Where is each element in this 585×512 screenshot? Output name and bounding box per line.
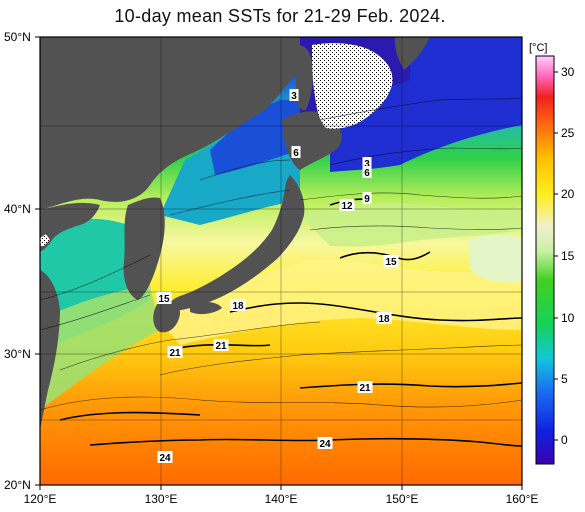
colorbar-tick-10: 10: [561, 311, 575, 325]
contour-label-box: [291, 146, 301, 158]
colorbar-tick-25: 25: [561, 126, 575, 140]
contour-label-text: 24: [319, 439, 331, 450]
china-coast-land: [40, 202, 100, 252]
contour-label-text: 18: [232, 301, 244, 312]
warm-tongue: [150, 259, 522, 345]
contour-label: 12: [339, 199, 355, 212]
colorbar-tick-20: 20: [561, 187, 575, 201]
korean-peninsula-land: [123, 197, 165, 300]
contour-label-box: [289, 89, 299, 101]
contour-label-text: 18: [378, 314, 390, 325]
contour-label-text: 12: [341, 201, 353, 212]
map-title: 10-day mean SSTs for 21-29 Feb. 2024.: [114, 6, 446, 26]
sakhalin-land: [295, 44, 313, 111]
contour-label: 3: [362, 157, 372, 170]
contour-label-box: [376, 312, 392, 324]
isotherm-lines: [40, 97, 522, 411]
contour-label: 24: [157, 451, 173, 464]
graticule: [40, 37, 522, 485]
colorbar-ticks: [554, 71, 558, 441]
contour-label: 9: [362, 192, 372, 205]
contour-label: 3: [289, 89, 299, 102]
contour-label: 18: [230, 299, 246, 312]
contour-label: 6: [291, 146, 301, 159]
east-china-sea-green: [40, 285, 160, 410]
contour-label-box: [362, 157, 372, 169]
contour-label-text: 24: [159, 453, 171, 464]
contour-label: 21: [357, 381, 373, 394]
contour-label-text: 3: [291, 91, 297, 102]
lat-label-30n: 30°N: [4, 347, 31, 361]
axis-ticks: [35, 36, 523, 490]
colorbar-tick-15: 15: [561, 249, 575, 263]
contour-label-box: [339, 199, 355, 211]
colorbar-tick-30: 30: [561, 65, 575, 79]
lon-label-130e: 130°E: [144, 492, 178, 506]
lon-label-140e: 140°E: [264, 492, 298, 506]
contour-label-box: [383, 255, 399, 267]
contour-label-box: [230, 299, 246, 311]
contour-label-box: [157, 451, 173, 463]
contour-label: 6: [362, 166, 372, 179]
japan-kyushu-land: [153, 299, 180, 333]
contour-label-box: [167, 346, 183, 358]
contour-label: 24: [317, 437, 333, 450]
sea-of-japan-north: [210, 100, 300, 175]
colorbar-tick-5: 5: [561, 372, 568, 386]
contour-label-box: [317, 437, 333, 449]
contour-label: 21: [167, 346, 183, 359]
lat-label-20n: 20°N: [4, 478, 31, 492]
contour-label-box: [362, 192, 372, 204]
kamchatka-land: [394, 37, 430, 70]
contour-label: 18: [376, 312, 392, 325]
contour-label: 21: [213, 339, 229, 352]
sea-ice-coast: [40, 234, 50, 246]
contour-label-box: [213, 339, 229, 351]
contour-label-text: 21: [215, 341, 227, 352]
contour-label-text: 21: [169, 348, 181, 359]
contour-label-text: 15: [385, 257, 397, 268]
contour-label-box: [156, 292, 172, 304]
japan-honshu-land: [168, 175, 305, 312]
sea-ice-okhotsk: [312, 43, 393, 129]
contour-label-text: 21: [359, 383, 371, 394]
contour-label: 15: [156, 292, 172, 305]
cool-eddy: [470, 234, 522, 283]
lon-label-150e: 150°E: [385, 492, 419, 506]
japan-shikoku-land: [190, 301, 222, 315]
china-east-coast-land: [40, 270, 60, 430]
lat-label-40n: 40°N: [4, 202, 31, 216]
contour-label-box: [357, 381, 373, 393]
contour-label-text: 9: [364, 194, 370, 205]
contour-label-text: 15: [158, 294, 170, 305]
asian-continent-land: [40, 37, 300, 210]
contour-label: 15: [383, 255, 399, 268]
kuroshio-extension-band: [300, 203, 522, 247]
contour-label-text: 6: [293, 148, 299, 159]
lat-label-50n: 50°N: [4, 30, 31, 44]
lon-label-160e: 160°E: [505, 492, 539, 506]
contour-label-text: 6: [364, 168, 370, 179]
contour-label-text: 3: [364, 159, 370, 170]
lon-label-120e: 120°E: [23, 492, 57, 506]
colorbar: [535, 55, 555, 465]
contour-label-box: [362, 166, 372, 178]
colorbar-tick-0: 0: [561, 433, 568, 447]
colorbar-unit: [°C]: [529, 42, 548, 54]
